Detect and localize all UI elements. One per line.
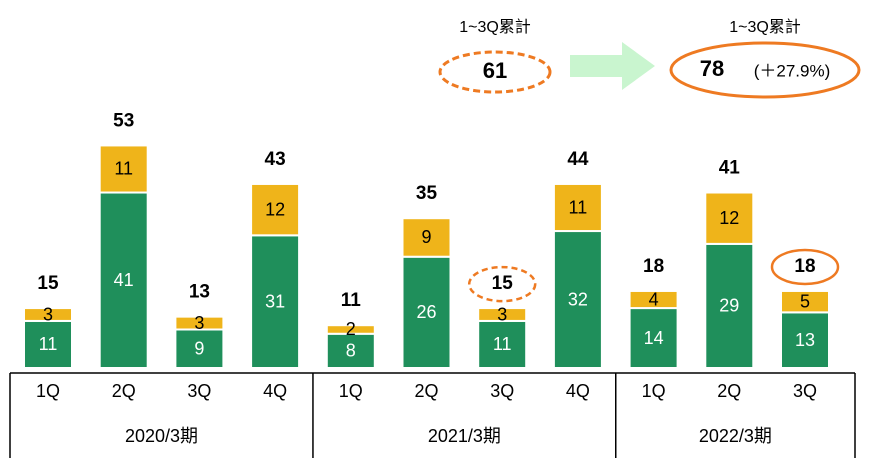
data-label: 4 <box>649 289 659 309</box>
bar-segment <box>552 182 603 233</box>
total-label: 43 <box>265 149 286 170</box>
data-label: 12 <box>719 208 739 228</box>
data-label: 3 <box>194 313 204 333</box>
data-label: 3 <box>43 304 53 324</box>
data-label: 5 <box>800 291 810 311</box>
data-label: 8 <box>346 341 356 361</box>
bar-segment <box>780 289 830 314</box>
annotation: 1~3Q累計 <box>729 18 801 36</box>
bar-segment <box>250 182 301 237</box>
total-label: 13 <box>189 282 210 303</box>
bar-segment <box>477 307 528 322</box>
total-label: 53 <box>113 110 134 131</box>
bar-segment <box>174 315 225 331</box>
annotation: 78 <box>700 56 724 81</box>
total-label: 18 <box>643 256 664 277</box>
data-label: 13 <box>795 330 815 350</box>
data-label: 9 <box>194 338 204 358</box>
data-label: 11 <box>114 159 133 179</box>
x-tick-label: 4Q <box>263 381 287 401</box>
highlight <box>669 41 861 99</box>
bar-segment <box>704 242 755 370</box>
bar-segment <box>98 144 149 194</box>
total-label: 15 <box>492 273 514 294</box>
data-label: 32 <box>568 289 588 309</box>
data-label: 41 <box>114 270 134 290</box>
bar-segment <box>628 289 679 310</box>
highlight <box>438 50 552 94</box>
data-label: 14 <box>644 328 664 348</box>
bar-segment <box>401 217 452 258</box>
total-label: 44 <box>567 149 589 170</box>
data-label: 11 <box>39 334 58 354</box>
arrow <box>570 42 655 90</box>
data-label: 3 <box>497 304 507 324</box>
data-label: 11 <box>569 197 588 217</box>
total-label: 11 <box>341 290 362 311</box>
bar-segment <box>174 328 225 370</box>
bar-segment <box>552 230 603 369</box>
x-tick-label: 3Q <box>490 381 514 401</box>
bar-segment <box>23 307 73 322</box>
bar-segment <box>401 255 452 369</box>
x-tick-label: 3Q <box>187 381 211 401</box>
x-tick-label: 2Q <box>717 381 741 401</box>
bar-segment <box>23 319 73 370</box>
group-label: 2022/3期 <box>699 426 772 446</box>
total-label: 41 <box>719 158 741 179</box>
x-tick-label: 3Q <box>793 381 817 401</box>
x-tick-label: 1Q <box>339 381 363 401</box>
total-label: 15 <box>37 273 59 294</box>
bar-segment <box>325 332 376 370</box>
data-label: 26 <box>416 302 436 322</box>
bar-segment <box>628 307 679 369</box>
annotation: 1~3Q累計 <box>459 18 531 36</box>
bar-segment <box>325 324 376 335</box>
bar-segment <box>704 191 755 245</box>
data-label: 31 <box>265 291 285 311</box>
group-label: 2020/3期 <box>125 426 198 446</box>
highlight <box>467 265 537 303</box>
data-label: 29 <box>719 296 739 316</box>
data-label: 11 <box>493 334 512 354</box>
x-tick-label: 2Q <box>112 381 136 401</box>
group-label: 2021/3期 <box>428 426 501 446</box>
x-tick-label: 2Q <box>414 381 438 401</box>
annotation: (＋27.9%) <box>754 61 831 80</box>
total-label: 18 <box>794 256 815 277</box>
data-label: 9 <box>421 227 431 247</box>
x-tick-label: 1Q <box>36 381 60 401</box>
data-label: 12 <box>265 199 285 219</box>
annotation: 61 <box>483 58 507 83</box>
data-label: 2 <box>346 319 356 339</box>
total-label: 35 <box>416 183 438 204</box>
bar-segment <box>250 234 301 369</box>
highlight <box>770 248 840 286</box>
x-tick-label: 4Q <box>566 381 590 401</box>
x-tick-label: 1Q <box>642 381 666 401</box>
